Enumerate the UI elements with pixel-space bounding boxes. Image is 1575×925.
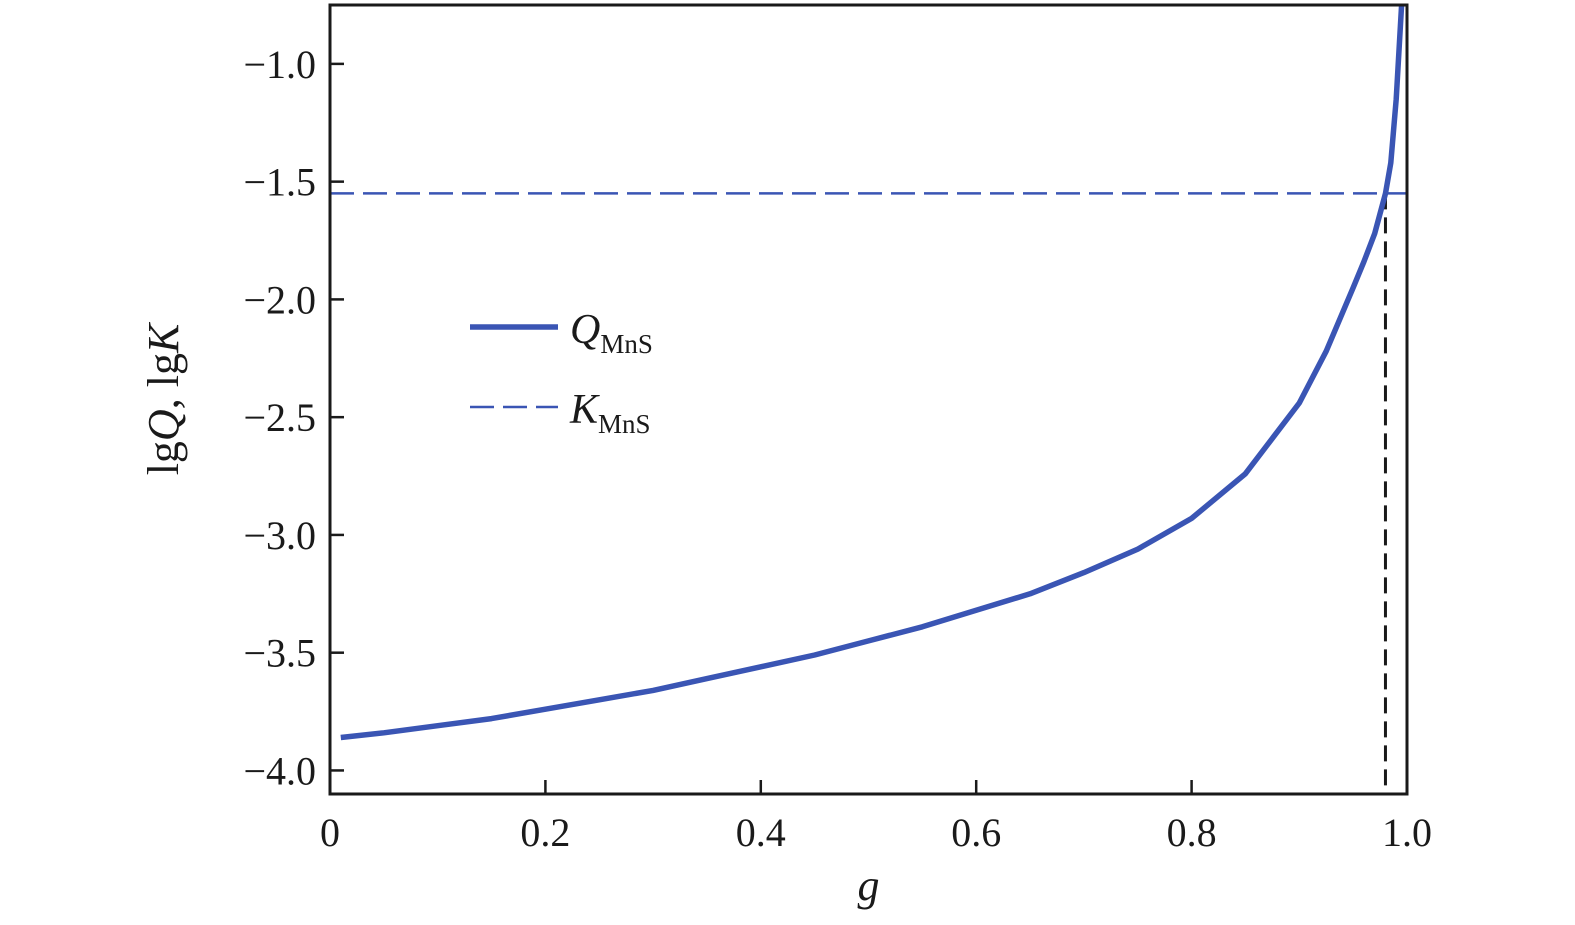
x-tick-label: 1.0 <box>1382 810 1432 855</box>
y-axis-label: lgQ, lgK <box>139 321 188 475</box>
x-tick-label: 0 <box>320 810 340 855</box>
y-tick-label: −4.0 <box>243 748 316 793</box>
legend-label: KMnS <box>569 387 651 439</box>
x-tick-label: 0.6 <box>951 810 1001 855</box>
y-tick-label: −2.5 <box>243 395 316 440</box>
y-tick-label: −3.5 <box>243 631 316 676</box>
x-tick-label: 0.4 <box>736 810 786 855</box>
x-tick-label: 0.8 <box>1167 810 1217 855</box>
series-line-qmns <box>340 5 1405 741</box>
x-axis: 0 0.2 0.4 0.6 0.8 1.0 <box>320 780 1432 855</box>
y-tick-label: −1.0 <box>243 42 316 87</box>
plot-frame <box>328 3 1409 796</box>
y-axis: −1.0 −1.5 −2.0 −2.5 −3.0 −3.5 −4.0 <box>243 42 344 793</box>
legend-label: QMnS <box>570 307 653 359</box>
x-tick-label: 0.2 <box>520 810 570 855</box>
plot-area <box>330 5 1407 794</box>
x-axis-label: g <box>858 861 880 910</box>
y-tick-label: −2.0 <box>243 277 316 322</box>
y-tick-label: −3.0 <box>243 513 316 558</box>
legend: QMnS KMnS <box>470 307 653 439</box>
y-tick-label: −1.5 <box>243 160 316 205</box>
